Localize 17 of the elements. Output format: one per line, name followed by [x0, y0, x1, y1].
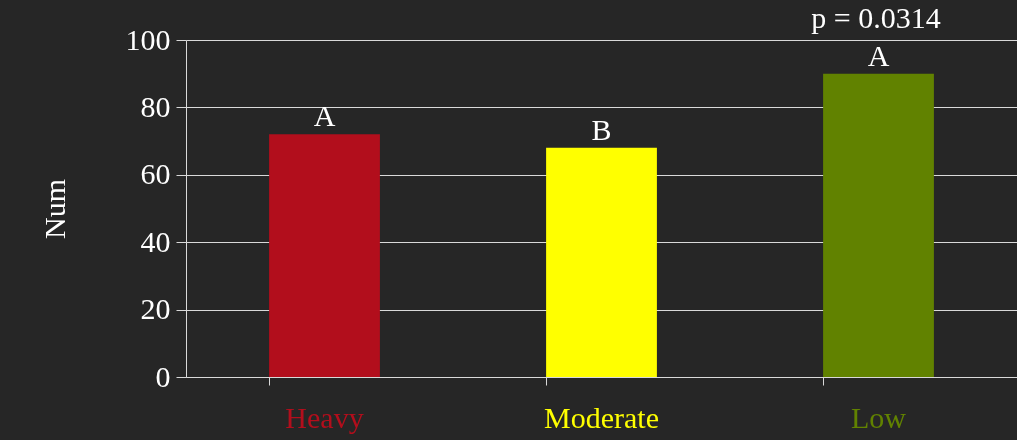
y-tick-label: 100 — [125, 22, 171, 56]
y-tick-label: 80 — [140, 89, 171, 123]
x-tick-label: Moderate — [544, 400, 659, 434]
y-tick-label: 60 — [140, 157, 171, 191]
annotation: A — [313, 99, 336, 133]
bar — [269, 134, 380, 377]
y-axis-title: Num — [37, 179, 71, 239]
annotation: A — [867, 38, 890, 72]
y-tick-label: 40 — [140, 224, 171, 258]
x-tick-label: Heavy — [285, 400, 364, 434]
bar — [823, 73, 934, 377]
y-tick-label: 20 — [140, 292, 171, 326]
bar — [546, 147, 657, 377]
x-tick-label: Low — [851, 400, 907, 434]
y-tick-label: 0 — [155, 359, 171, 393]
text: p = 0.0314 — [811, 1, 941, 34]
annotation: B — [591, 112, 612, 146]
